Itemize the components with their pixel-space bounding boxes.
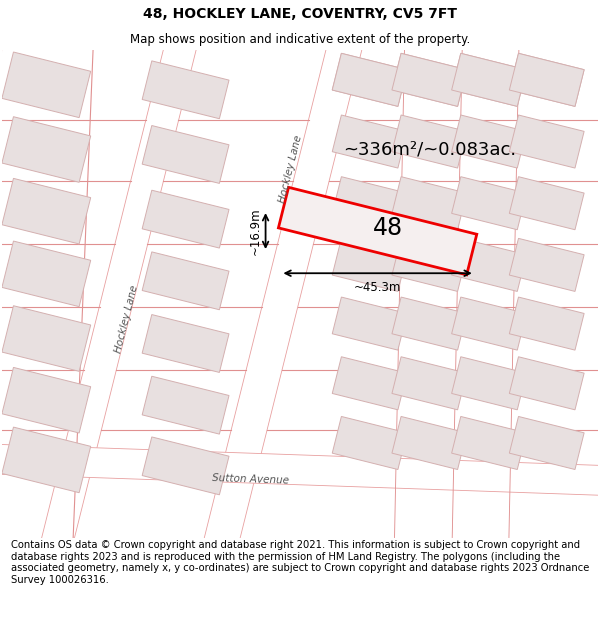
Polygon shape	[142, 190, 229, 248]
Polygon shape	[509, 115, 584, 168]
Polygon shape	[182, 0, 384, 625]
Polygon shape	[332, 297, 407, 350]
Polygon shape	[392, 297, 467, 350]
Polygon shape	[142, 376, 229, 434]
Polygon shape	[509, 416, 584, 469]
Polygon shape	[509, 238, 584, 291]
Polygon shape	[142, 314, 229, 372]
Polygon shape	[452, 416, 526, 469]
Text: ~16.9m: ~16.9m	[248, 208, 262, 255]
Polygon shape	[509, 53, 584, 106]
Polygon shape	[332, 416, 407, 469]
Polygon shape	[452, 115, 526, 168]
Polygon shape	[509, 177, 584, 230]
Polygon shape	[332, 357, 407, 410]
Polygon shape	[332, 53, 407, 106]
Polygon shape	[142, 126, 229, 183]
Text: 48: 48	[373, 216, 403, 240]
Polygon shape	[332, 115, 407, 168]
Polygon shape	[509, 357, 584, 410]
Polygon shape	[392, 357, 467, 410]
Polygon shape	[2, 427, 91, 493]
Text: ~45.3m: ~45.3m	[354, 281, 401, 294]
Polygon shape	[142, 61, 229, 119]
Text: Hockley Lane: Hockley Lane	[278, 134, 304, 204]
Polygon shape	[332, 177, 407, 230]
Text: Map shows position and indicative extent of the property.: Map shows position and indicative extent…	[130, 32, 470, 46]
Polygon shape	[392, 53, 467, 106]
Polygon shape	[509, 297, 584, 350]
Polygon shape	[452, 53, 526, 106]
Polygon shape	[392, 53, 467, 106]
Polygon shape	[2, 52, 91, 118]
Polygon shape	[452, 297, 526, 350]
Polygon shape	[392, 115, 467, 168]
Polygon shape	[452, 238, 526, 291]
Polygon shape	[2, 241, 91, 307]
Polygon shape	[2, 117, 91, 182]
Text: Sutton Avenue: Sutton Avenue	[212, 474, 289, 486]
Polygon shape	[2, 306, 91, 371]
Polygon shape	[2, 368, 91, 433]
Polygon shape	[142, 252, 229, 310]
Polygon shape	[332, 238, 407, 291]
Polygon shape	[0, 442, 600, 497]
Polygon shape	[392, 416, 467, 469]
Text: 48, HOCKLEY LANE, COVENTRY, CV5 7FT: 48, HOCKLEY LANE, COVENTRY, CV5 7FT	[143, 7, 457, 21]
Polygon shape	[392, 238, 467, 291]
Polygon shape	[452, 177, 526, 230]
Polygon shape	[392, 177, 467, 230]
Polygon shape	[452, 357, 526, 410]
Polygon shape	[332, 53, 407, 106]
Text: Hockley Lane: Hockley Lane	[113, 284, 140, 354]
Text: ~336m²/~0.083ac.: ~336m²/~0.083ac.	[343, 141, 516, 159]
Polygon shape	[2, 178, 91, 244]
Polygon shape	[142, 437, 229, 495]
Polygon shape	[509, 53, 584, 106]
Polygon shape	[278, 188, 477, 275]
Text: Contains OS data © Crown copyright and database right 2021. This information is : Contains OS data © Crown copyright and d…	[11, 540, 589, 585]
Polygon shape	[19, 0, 218, 625]
Polygon shape	[452, 53, 526, 106]
